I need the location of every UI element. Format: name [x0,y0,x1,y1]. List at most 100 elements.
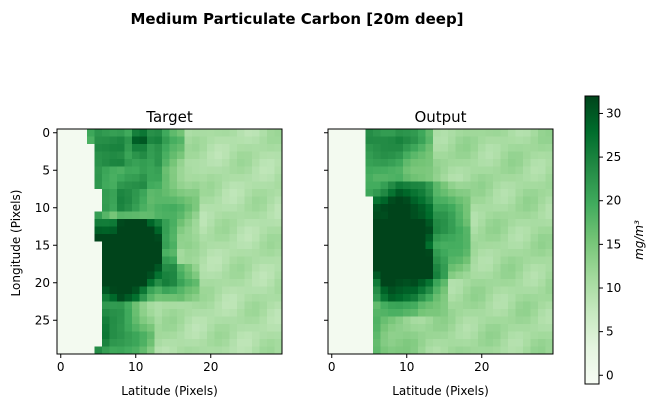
heatmap-cell [199,181,208,190]
heatmap-cell [485,346,494,355]
heatmap-cell [94,159,103,167]
heatmap-cell [373,226,381,235]
heatmap-cell [530,264,539,272]
heatmap-cell [87,256,95,265]
heatmap-cell [177,174,185,182]
heatmap-cell [538,256,546,265]
heatmap-cell [508,279,516,287]
heatmap-cell [244,301,253,310]
heatmap-cell [500,346,509,355]
heatmap-cell [380,309,389,317]
heatmap-cell [154,256,163,265]
heatmap-cell [365,204,374,212]
heatmap-cell [373,151,381,160]
output-panel-title: Output [414,108,466,126]
heatmap-cell [184,316,193,325]
heatmap-cell [403,151,411,160]
heatmap-cell [72,264,80,272]
heatmap-cell [478,339,486,347]
heatmap-cell [214,189,223,197]
heatmap-cell [530,226,539,235]
heatmap-cell [102,159,110,167]
heatmap-cell [132,256,140,265]
heatmap-cell [214,271,223,280]
heatmap-cell [500,241,509,250]
heatmap-cell [147,294,155,302]
heatmap-cell [515,294,524,302]
heatmap-cell [274,294,283,302]
heatmap-cell [335,331,344,340]
heatmap-cell [433,204,441,212]
heatmap-cell [425,174,434,182]
heatmap-cell [365,309,374,317]
heatmap-cell [425,159,434,167]
heatmap-cell [485,151,494,160]
heatmap-cell [237,189,245,197]
heatmap-cell [328,204,336,212]
heatmap-cell [64,249,73,257]
heatmap-cell [117,324,125,332]
heatmap-cell [448,144,456,152]
heatmap-cell [154,234,163,242]
heatmap-cell [418,136,426,145]
heatmap-cell [147,339,155,347]
heatmap-cell [57,151,65,160]
heatmap-cell [162,136,170,145]
heatmap-cell [57,249,65,257]
heatmap-cell [523,316,531,325]
x-tick-label: 20 [474,360,489,374]
heatmap-cell [433,144,441,152]
heatmap-cell [117,196,125,205]
heatmap-cell [478,136,486,145]
heatmap-cell [395,189,404,197]
heatmap-cell [343,301,351,310]
heatmap-cell [94,301,103,310]
heatmap-cell [79,331,88,340]
heatmap-cell [102,316,110,325]
heatmap-cell [117,241,125,250]
heatmap-cell [478,159,486,167]
heatmap-cell [448,129,456,137]
heatmap-cell [177,196,185,205]
heatmap-cell [132,144,140,152]
heatmap-cell [530,339,539,347]
heatmap-cell [222,264,230,272]
heatmap-cell [545,249,554,257]
target-x-axis-label: Latitude (Pixels) [121,384,218,398]
heatmap-cell [523,256,531,265]
heatmap-cell [395,151,404,160]
heatmap-cell [222,331,230,340]
heatmap-cell [538,331,546,340]
heatmap-cell [425,346,434,355]
heatmap-cell [530,294,539,302]
heatmap-cell [448,226,456,235]
heatmap-cell [485,234,494,242]
heatmap-cell [244,174,253,182]
heatmap-cell [410,151,419,160]
heatmap-cell [508,151,516,160]
heatmap-cell [538,234,546,242]
heatmap-cell [169,204,178,212]
heatmap-cell [515,166,524,175]
heatmap-cell [373,331,381,340]
heatmap-cell [365,144,374,152]
heatmap-cell [335,309,344,317]
heatmap-cell [87,151,95,160]
heatmap-cell [418,286,426,295]
heatmap-cell [380,264,389,272]
heatmap-cell [515,151,524,160]
heatmap-cell [493,226,501,235]
heatmap-cell [192,294,200,302]
heatmap-cell [478,166,486,175]
heatmap-cell [87,286,95,295]
heatmap-cell [433,226,441,235]
heatmap-cell [207,294,215,302]
heatmap-cell [425,189,434,197]
heatmap-cell [380,144,389,152]
heatmap-cell [139,264,148,272]
heatmap-cell [199,256,208,265]
heatmap-cell [214,249,223,257]
heatmap-cell [508,226,516,235]
heatmap-cell [515,181,524,190]
